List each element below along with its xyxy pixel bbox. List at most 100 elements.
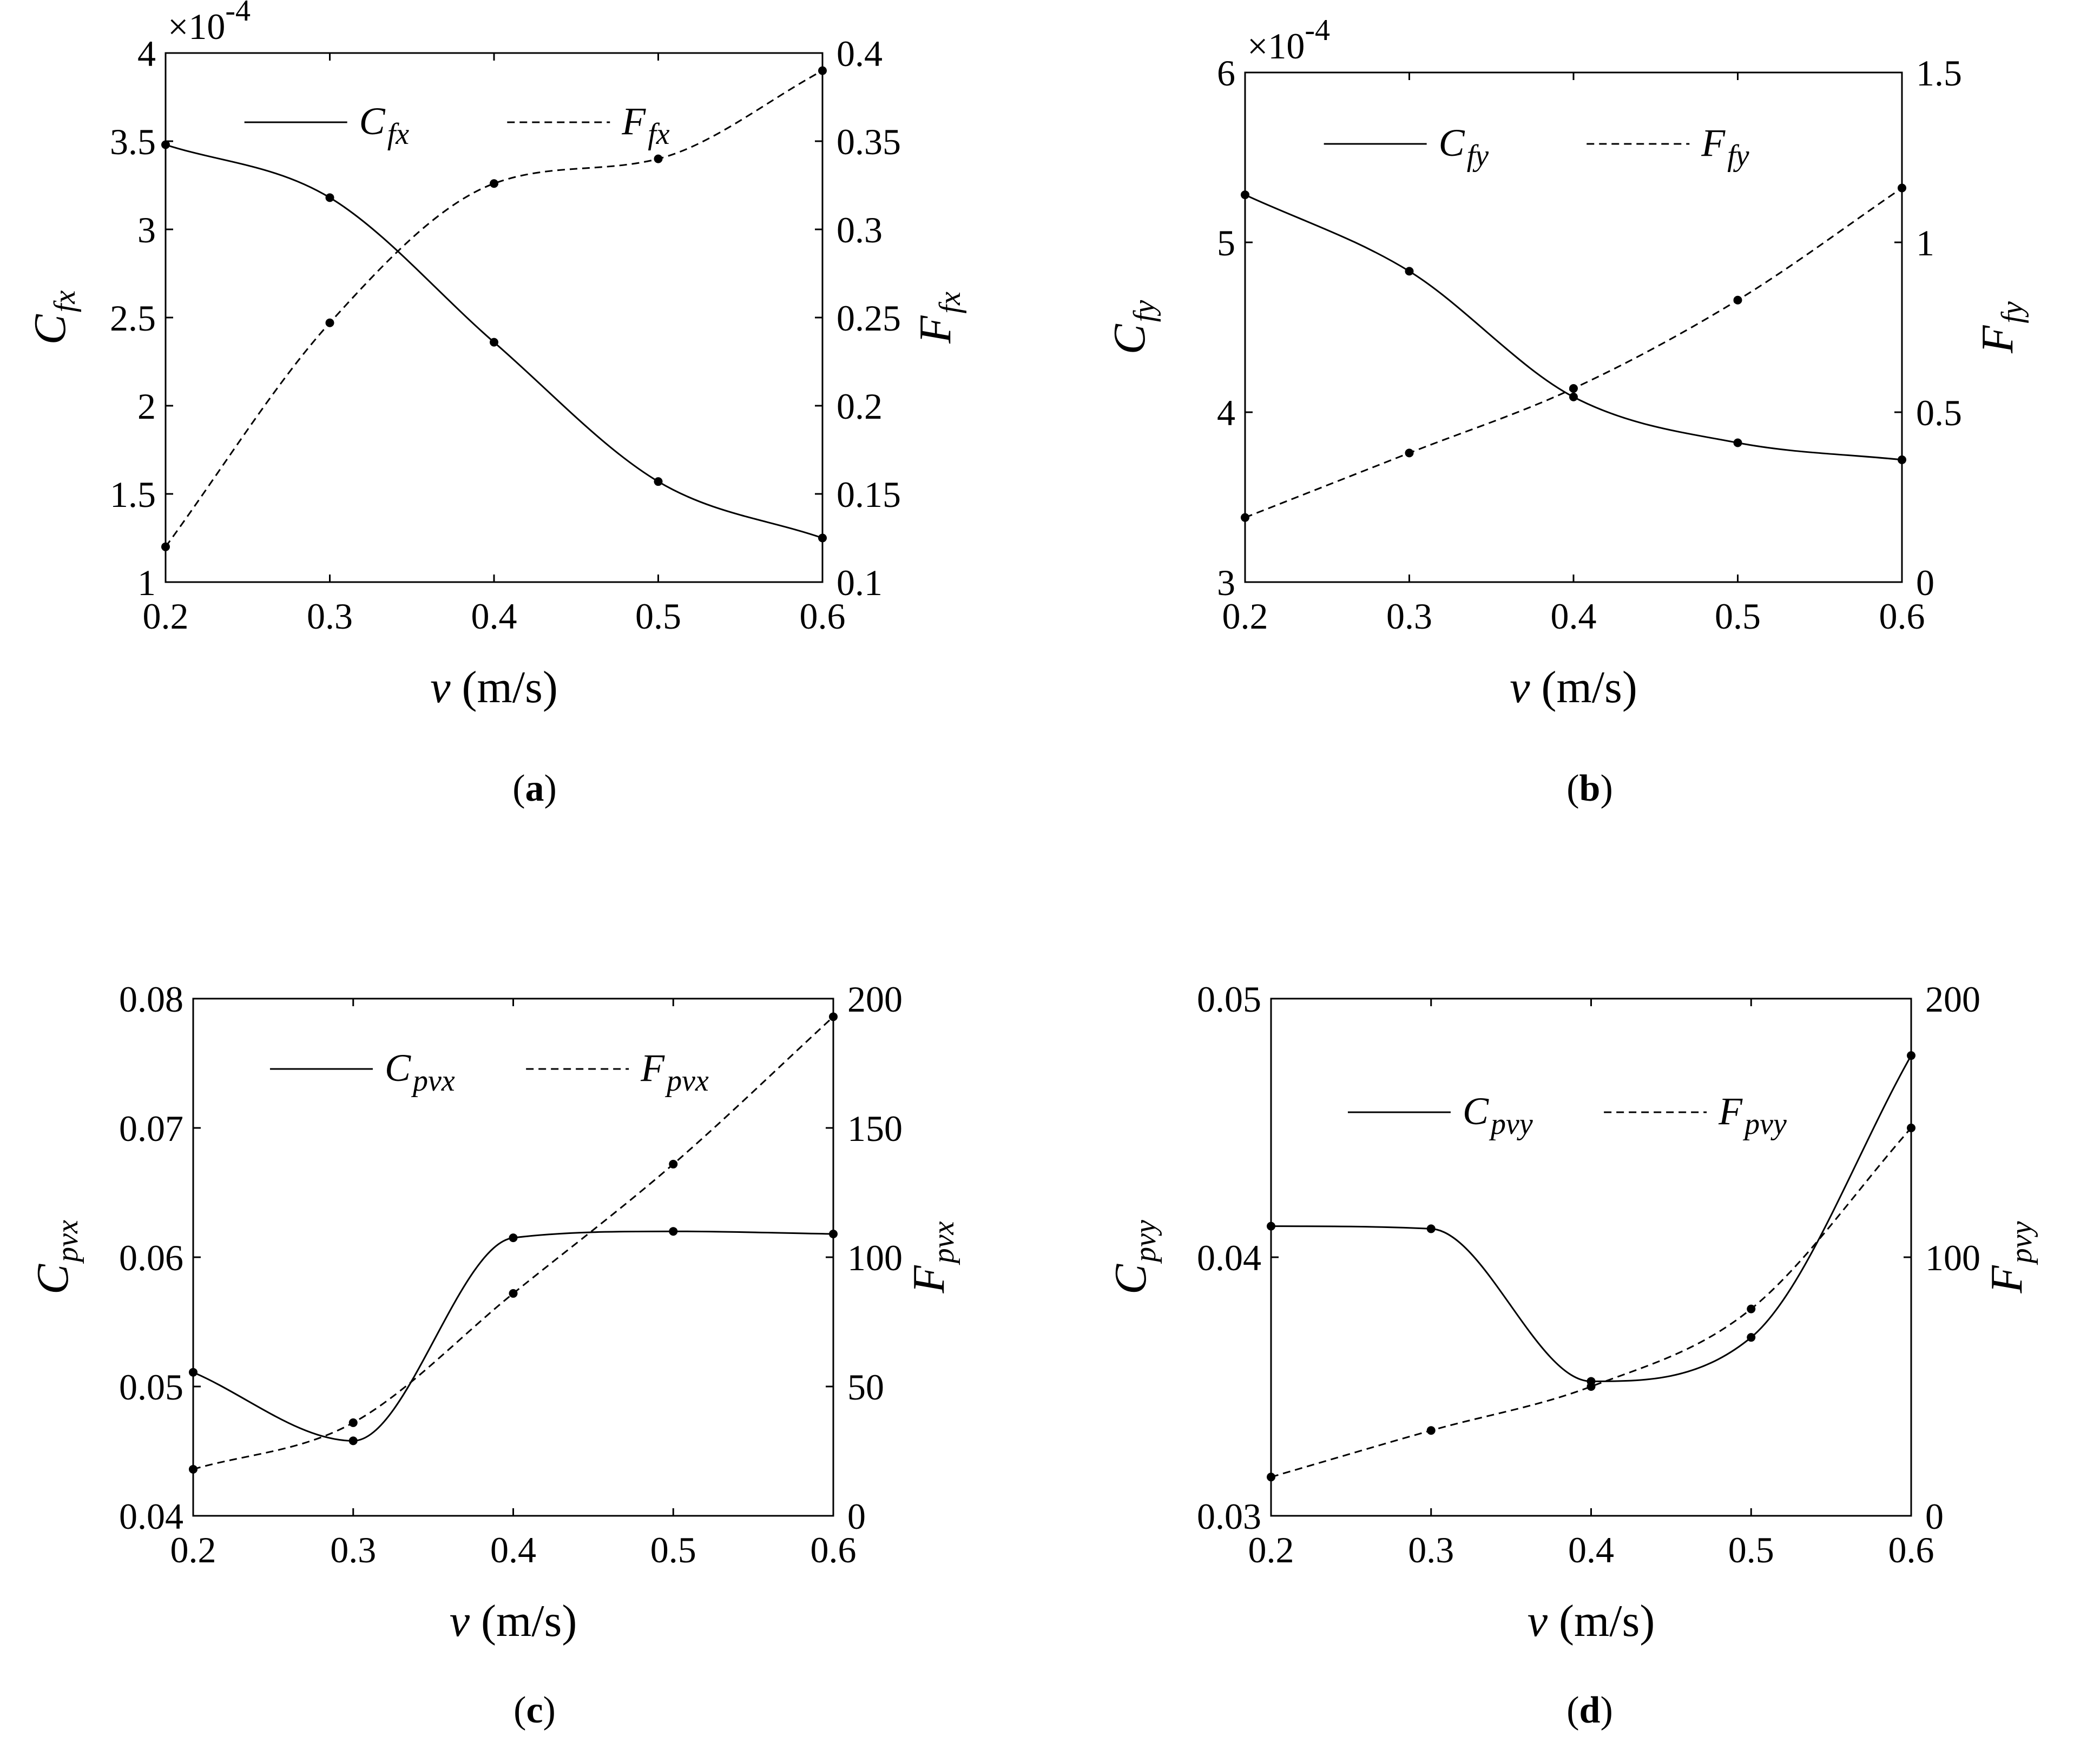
plot-frame [192, 998, 834, 1517]
series-line-Cpvy [1270, 1055, 1912, 1382]
right-tick-label: 0 [1925, 1496, 1944, 1537]
plot-frame [1270, 998, 1912, 1517]
data-point [509, 1233, 518, 1243]
left-tick-label: 5 [1217, 222, 1235, 263]
data-point [1267, 1473, 1275, 1482]
data-point [325, 193, 334, 202]
series-line-Cpvx [193, 1230, 834, 1442]
right-tick-label: 0 [847, 1496, 866, 1537]
x-tick-label: 0.4 [1568, 1529, 1614, 1570]
x-tick-label: 0.4 [471, 596, 517, 637]
x-axis-label: v (m/s) [1510, 662, 1637, 712]
right-tick-label: 50 [847, 1366, 884, 1408]
right-tick-label: 0.35 [837, 121, 901, 162]
right-tick-label: 0 [1916, 562, 1934, 603]
data-point [1405, 267, 1414, 276]
right-tick-label: 1 [1916, 222, 1934, 263]
legend-label: Fpvx [640, 1046, 709, 1098]
data-point [1267, 1222, 1275, 1231]
left-tick-label: 4 [1217, 392, 1235, 433]
legend-label: Cpvy [1463, 1090, 1533, 1141]
left-tick-label: 0.05 [119, 1366, 183, 1408]
legend-label: Ffx [621, 100, 670, 151]
legend-label: Cfy [1439, 121, 1489, 173]
x-tick-label: 0.5 [1728, 1529, 1774, 1570]
right-tick-label: 0.1 [837, 562, 883, 603]
panel-label: (b) [1566, 768, 1613, 809]
x-axis-label: v (m/s) [1528, 1596, 1655, 1646]
data-point [348, 1436, 358, 1445]
x-axis-label: v (m/s) [430, 662, 558, 712]
legend-label: Cpvx [385, 1046, 455, 1098]
left-tick-label: 3 [1217, 562, 1235, 603]
data-point [161, 542, 170, 551]
data-point [161, 140, 170, 149]
data-point [669, 1159, 678, 1169]
data-point [1747, 1333, 1756, 1342]
right-tick-label: 0.5 [1916, 392, 1962, 433]
left-axis-label: Cpvx [28, 1220, 84, 1295]
right-axis-label: Fpvx [904, 1221, 960, 1293]
plot-frame [164, 52, 824, 583]
data-point [1426, 1426, 1436, 1435]
right-tick-label: 100 [1925, 1237, 1980, 1278]
left-tick-label: 3 [137, 209, 156, 250]
series-line-Cfy [1245, 194, 1902, 461]
right-tick-label: 0.15 [837, 474, 901, 515]
x-tick-label: 0.3 [307, 596, 353, 637]
left-tick-label: 0.04 [119, 1496, 183, 1537]
data-point [490, 179, 498, 188]
data-point [669, 1227, 678, 1236]
data-point [1241, 513, 1249, 522]
axis-multiplier: ×10-4 [168, 0, 251, 47]
data-point [1586, 1382, 1596, 1391]
data-point [325, 318, 334, 327]
x-tick-label: 0.5 [1715, 596, 1761, 637]
x-axis-label: v (m/s) [450, 1596, 577, 1646]
left-tick-label: 2 [137, 386, 156, 427]
left-tick-label: 0.03 [1197, 1496, 1261, 1537]
right-tick-label: 0.2 [837, 386, 883, 427]
plot-frame [1244, 71, 1903, 583]
data-point [189, 1368, 198, 1377]
right-tick-label: 100 [847, 1237, 903, 1278]
panel-label: (a) [512, 768, 557, 809]
right-tick-label: 0.4 [837, 33, 883, 74]
data-point [1907, 1051, 1915, 1060]
left-tick-label: 0.05 [1197, 979, 1261, 1020]
panel-d: 0.2 0.3 0.4 0.5 0.6 v (m/s) 0.03 0.04 0.05 0 100 20… [1105, 979, 2038, 1731]
left-tick-label: 3.5 [110, 121, 156, 162]
left-tick-label: 0.06 [119, 1237, 183, 1278]
x-tick-label: 0.6 [1888, 1529, 1934, 1570]
data-point [1898, 455, 1906, 464]
left-tick-label: 6 [1217, 52, 1235, 94]
right-tick-label: 200 [847, 979, 903, 1020]
data-point [654, 477, 663, 486]
data-point [818, 533, 827, 543]
right-tick-label: 0.25 [837, 298, 901, 339]
legend-label: Fpvy [1718, 1090, 1787, 1141]
series-line-Fpvy [1270, 1127, 1912, 1478]
legend-label: Ffy [1701, 121, 1749, 173]
data-point [1733, 438, 1742, 447]
data-point [1405, 448, 1414, 458]
x-tick-label: 0.6 [811, 1529, 857, 1570]
x-tick-label: 0.6 [1879, 596, 1925, 637]
left-tick-label: 0.07 [119, 1108, 183, 1149]
panel-c: 0.2 0.3 0.4 0.5 0.6 v (m/s) 0.04 0.05 0.06 0.07 0.… [28, 979, 960, 1731]
x-tick-label: 0.4 [490, 1529, 536, 1570]
right-tick-label: 1.5 [1916, 52, 1962, 94]
left-tick-label: 0.04 [1197, 1237, 1261, 1278]
axis-multiplier: ×10-4 [1247, 14, 1330, 67]
right-axis-label: Ffy [1972, 301, 2029, 354]
data-point [490, 338, 498, 347]
data-point [1569, 384, 1578, 393]
series-line-Ffx [164, 70, 823, 547]
series-line-Fpvx [193, 1016, 834, 1470]
data-point [654, 154, 663, 163]
x-tick-label: 0.3 [1408, 1529, 1454, 1570]
panel-label: (c) [514, 1689, 556, 1731]
x-tick-label: 0.6 [800, 596, 846, 637]
left-axis-label: Cfx [25, 291, 82, 345]
